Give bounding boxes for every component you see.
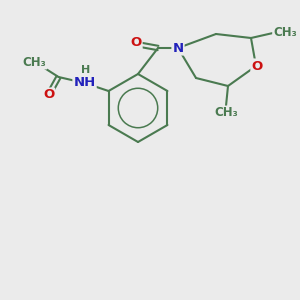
Text: H: H <box>81 65 90 75</box>
Text: CH₃: CH₃ <box>23 56 46 68</box>
Text: O: O <box>43 88 54 101</box>
Text: O: O <box>251 59 262 73</box>
Text: NH: NH <box>74 76 96 89</box>
Text: N: N <box>172 41 184 55</box>
Text: CH₃: CH₃ <box>214 106 238 119</box>
Text: CH₃: CH₃ <box>273 26 297 40</box>
Text: O: O <box>130 37 142 50</box>
